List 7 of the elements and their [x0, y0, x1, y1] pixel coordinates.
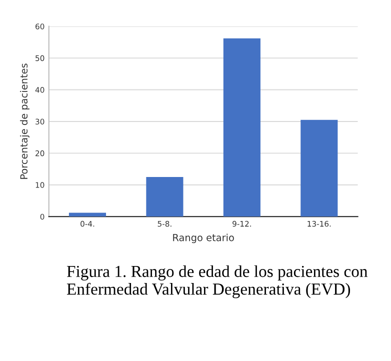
- x-axis-title: Rango etario: [173, 234, 234, 244]
- y-axis-title: Porcentaje de pacientes: [20, 64, 30, 179]
- bar: [146, 176, 184, 217]
- bar: [223, 38, 260, 217]
- text: Figura 1. Rango de edad de los pacientes con Enfermedad Valvular Degenerativa (EVD): [66, 265, 368, 298]
- bar: [300, 120, 338, 217]
- bar: [68, 212, 106, 217]
